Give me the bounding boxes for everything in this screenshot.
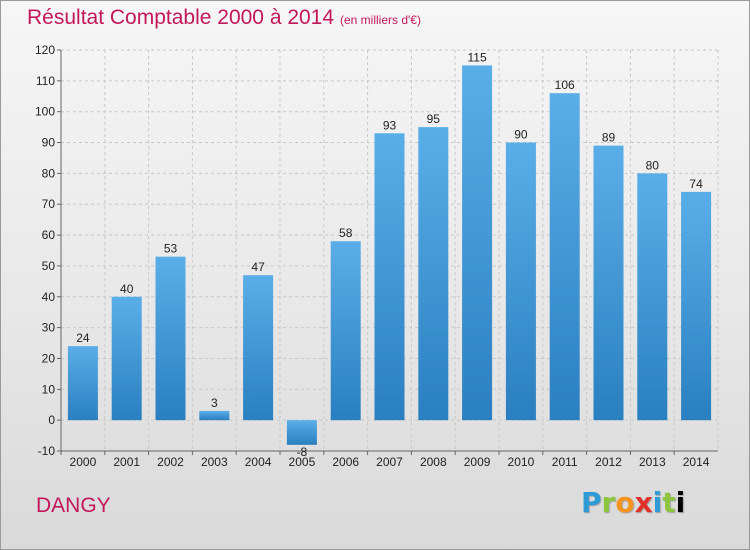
bar-2005 (286, 420, 317, 445)
axes (57, 49, 718, 455)
data-label-2010: 90 (514, 128, 528, 142)
bar-2006 (330, 241, 361, 421)
data-label-2003: 3 (211, 396, 218, 410)
x-tick-label: 2014 (683, 455, 710, 469)
bar-2003 (199, 410, 230, 421)
y-tick-label: 50 (42, 259, 56, 273)
bar-2012 (593, 145, 624, 421)
x-tick-label: 2009 (464, 455, 491, 469)
y-tick-label: 30 (42, 321, 56, 335)
y-tick-label: 20 (42, 351, 56, 365)
x-tick-label: 2003 (201, 455, 228, 469)
x-tick-label: 2005 (289, 455, 316, 469)
x-tick-label: 2004 (245, 455, 272, 469)
bar-2010 (505, 142, 536, 421)
data-label-2001: 40 (120, 282, 134, 296)
y-tick-label: 120 (35, 43, 55, 57)
bar-2013 (637, 173, 668, 421)
x-tick-label: 2007 (376, 455, 403, 469)
data-label-2006: 58 (339, 226, 353, 240)
data-label-2009: 115 (468, 50, 487, 64)
bar-2004 (243, 275, 274, 421)
chart-unit: (en milliers d'€) (340, 13, 421, 27)
chart-title: Résultat Comptable 2000 à 2014 (27, 6, 335, 29)
y-tick-label: -10 (38, 444, 56, 458)
bar-2007 (374, 133, 405, 421)
x-tick-label: 2002 (157, 455, 184, 469)
y-tick-label: 40 (42, 290, 56, 304)
data-label-2013: 80 (646, 158, 660, 172)
x-tick-label: 2006 (332, 455, 359, 469)
bar-2008 (418, 127, 449, 421)
bar-2011 (549, 93, 580, 421)
y-tick-label: 60 (42, 228, 56, 242)
proxiti-logo: Proxiti (581, 486, 686, 519)
data-label-2004: 47 (251, 260, 265, 274)
x-tick-label: 2013 (639, 455, 666, 469)
data-label-2012: 89 (602, 131, 616, 145)
data-label-2005: -8 (297, 445, 308, 459)
y-tick-label: 90 (42, 136, 56, 150)
bar-2002 (155, 256, 186, 421)
bar-2001 (111, 296, 142, 421)
x-tick-label: 2008 (420, 455, 447, 469)
data-label-2014: 74 (689, 177, 703, 191)
bars (67, 65, 712, 445)
commune-name: DANGY (36, 494, 111, 517)
data-label-2008: 95 (427, 112, 441, 126)
data-label-2011: 106 (555, 78, 575, 92)
bar-2014 (681, 191, 712, 421)
x-tick-label: 2001 (113, 455, 140, 469)
labels: -10 0 10 20 30 40 50 60 70 80 90 100 110 120 2000 24 200… (35, 43, 710, 469)
y-tick-label: 10 (42, 382, 56, 396)
data-label-2007: 93 (383, 118, 397, 132)
y-tick-label: 110 (36, 74, 55, 88)
x-tick-label: 2010 (508, 455, 535, 469)
data-label-2000: 24 (76, 331, 90, 345)
data-label-2002: 53 (164, 242, 178, 256)
y-tick-label: 0 (48, 413, 55, 427)
bar-2009 (462, 65, 493, 421)
y-tick-label: 80 (42, 166, 56, 180)
y-tick-label: 70 (42, 197, 56, 211)
bar-2000 (67, 346, 98, 421)
x-tick-label: 2012 (595, 455, 622, 469)
y-tick-label: 100 (35, 105, 55, 119)
x-tick-label: 2000 (70, 455, 97, 469)
x-tick-label: 2011 (552, 455, 578, 469)
